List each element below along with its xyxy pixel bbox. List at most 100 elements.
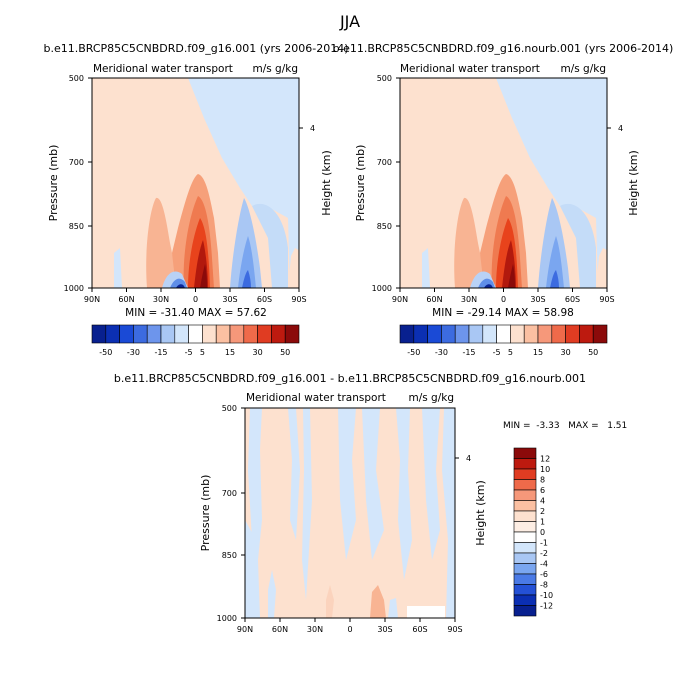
- colorbar-label: -15: [154, 348, 167, 357]
- colorbar-label: 30: [561, 348, 571, 357]
- colorbar-label: 50: [588, 348, 598, 357]
- colorbar-label: -2: [540, 549, 548, 558]
- colorbar-box: [513, 510, 537, 522]
- panel-3-ytick-850: 850: [222, 551, 237, 560]
- colorbar-label: -4: [540, 560, 548, 569]
- panel-1-xtick-60n: 60N: [118, 295, 134, 304]
- colorbar-box: [513, 500, 537, 512]
- colorbar-label: 30: [253, 348, 263, 357]
- panel-3-units: m/s g/kg: [408, 392, 454, 404]
- panel-1: b.e11.BRCP85C5CNBDRD.f09_g16.001 (yrs 20…: [43, 42, 348, 357]
- colorbar-box: [427, 324, 442, 344]
- colorbar-label: 5: [200, 348, 205, 357]
- colorbar-box: [202, 324, 217, 344]
- panel-3-left-label: Meridional water transport: [246, 392, 386, 404]
- panel-2-title: b.e11.BRCP85C5CNBDRD.f09_g16.nourb.001 (…: [333, 42, 674, 55]
- panel-2-xticks: 90N 60N 30N 0 30S 60S 90S: [392, 288, 615, 304]
- colorbar-label: 12: [540, 455, 550, 464]
- colorbar-box: [91, 324, 107, 344]
- panel-3-xtick-90n: 90N: [237, 625, 253, 634]
- panel-3-xtick-0: 0: [347, 625, 352, 634]
- colorbar-label: 2: [540, 507, 545, 516]
- colorbar-box: [413, 324, 428, 344]
- panel-3-xtick-60n: 60N: [272, 625, 288, 634]
- colorbar-box: [513, 584, 537, 596]
- colorbar-box: [513, 521, 537, 533]
- panel-1-colorbar: -50 -30 -15 -5 5 15 30 50: [91, 324, 300, 357]
- colorbar-label: -50: [407, 348, 420, 357]
- panel-1-ylabel-right: Height (km): [320, 150, 333, 216]
- colorbar-box: [284, 324, 300, 344]
- colorbar-box: [565, 324, 580, 344]
- colorbar-box: [513, 479, 537, 491]
- panel-1-xticks: 90N 60N 30N 0 30S 60S 90S: [84, 288, 307, 304]
- panel-1-ytick-1000: 1000: [64, 284, 84, 293]
- colorbar-box: [399, 324, 415, 344]
- colorbar-box: [441, 324, 456, 344]
- colorbar-box: [229, 324, 245, 344]
- panel-2-ytick-700: 700: [377, 158, 392, 167]
- colorbar-box: [592, 324, 608, 344]
- colorbar-box: [133, 324, 148, 344]
- panel-3: b.e11.BRCP85C5CNBDRD.f09_g16.001 - b.e11…: [114, 372, 627, 634]
- colorbar-box: [271, 324, 286, 344]
- panel-1-xtick-90s: 90S: [291, 295, 306, 304]
- colorbar-label: -5: [493, 348, 501, 357]
- panel-3-xtick-30s: 30S: [377, 625, 392, 634]
- colorbar-label: -1: [540, 539, 548, 548]
- panel-1-xtick-90n: 90N: [84, 295, 100, 304]
- colorbar-label: 5: [508, 348, 513, 357]
- panel-1-yticks: 500 700 850 1000: [64, 74, 92, 293]
- panel-2-ytick-850: 850: [377, 222, 392, 231]
- colorbar-box: [257, 324, 272, 344]
- colorbar-label: 10: [540, 465, 550, 474]
- colorbar-label: 1: [540, 518, 545, 527]
- panel-2-xtick-0: 0: [501, 295, 506, 304]
- panel-1-ytick-500: 500: [69, 74, 84, 83]
- colorbar-box: [215, 324, 231, 344]
- panel-2-units: m/s g/kg: [560, 63, 606, 75]
- colorbar-label: -8: [540, 581, 548, 590]
- panel-3-xticks: 90N 60N 30N 0 30S 60S 90S: [237, 618, 463, 634]
- panel-3-height-tick: 4: [466, 454, 471, 463]
- panel-2-field: [400, 78, 607, 288]
- panel-2-xtick-60s: 60S: [565, 295, 580, 304]
- colorbar-box: [513, 563, 537, 575]
- colorbar-box: [513, 489, 537, 501]
- panel-2-minmax: MIN = -29.14 MAX = 58.98: [432, 307, 574, 319]
- colorbar-label: -10: [540, 591, 553, 600]
- panel-3-ytick-500: 500: [222, 404, 237, 413]
- panel-3-ylabel-right: Height (km): [474, 480, 487, 546]
- colorbar-label: 15: [225, 348, 235, 357]
- colorbar-box: [579, 324, 594, 344]
- panel-2-left-label: Meridional water transport: [400, 63, 540, 75]
- colorbar-label: 15: [533, 348, 543, 357]
- panel-2-ytick-500: 500: [377, 74, 392, 83]
- panel-1-minmax: MIN = -31.40 MAX = 57.62: [125, 307, 267, 319]
- colorbar-box: [513, 573, 537, 585]
- colorbar-box: [513, 542, 537, 554]
- colorbar-label: 4: [540, 497, 545, 506]
- panel-2-ylabel-right: Height (km): [627, 150, 640, 216]
- colorbar-box: [496, 324, 511, 344]
- colorbar-label: 6: [540, 486, 545, 495]
- colorbar-box: [513, 447, 537, 459]
- panel-1-ylabel: Pressure (mb): [47, 145, 60, 222]
- panel-3-title: b.e11.BRCP85C5CNBDRD.f09_g16.001 - b.e11…: [114, 372, 586, 385]
- panel-3-ytick-700: 700: [222, 489, 237, 498]
- colorbar-box: [119, 324, 134, 344]
- panel-1-ytick-700: 700: [69, 158, 84, 167]
- colorbar-label: -12: [540, 602, 553, 611]
- colorbar-box: [160, 324, 176, 344]
- colorbar-box: [513, 531, 537, 543]
- figure-title: JJA: [339, 12, 360, 31]
- colorbar-box: [513, 458, 537, 470]
- panel-1-height-tick: 4: [310, 124, 315, 133]
- colorbar-box: [454, 324, 470, 344]
- panel-1-ytick-850: 850: [69, 222, 84, 231]
- panel-2-xtick-30s: 30S: [530, 295, 545, 304]
- panel-2-height-tick: 4: [618, 124, 623, 133]
- panel-2-ytick-1000: 1000: [372, 284, 392, 293]
- panel-2-xtick-30n: 30N: [461, 295, 477, 304]
